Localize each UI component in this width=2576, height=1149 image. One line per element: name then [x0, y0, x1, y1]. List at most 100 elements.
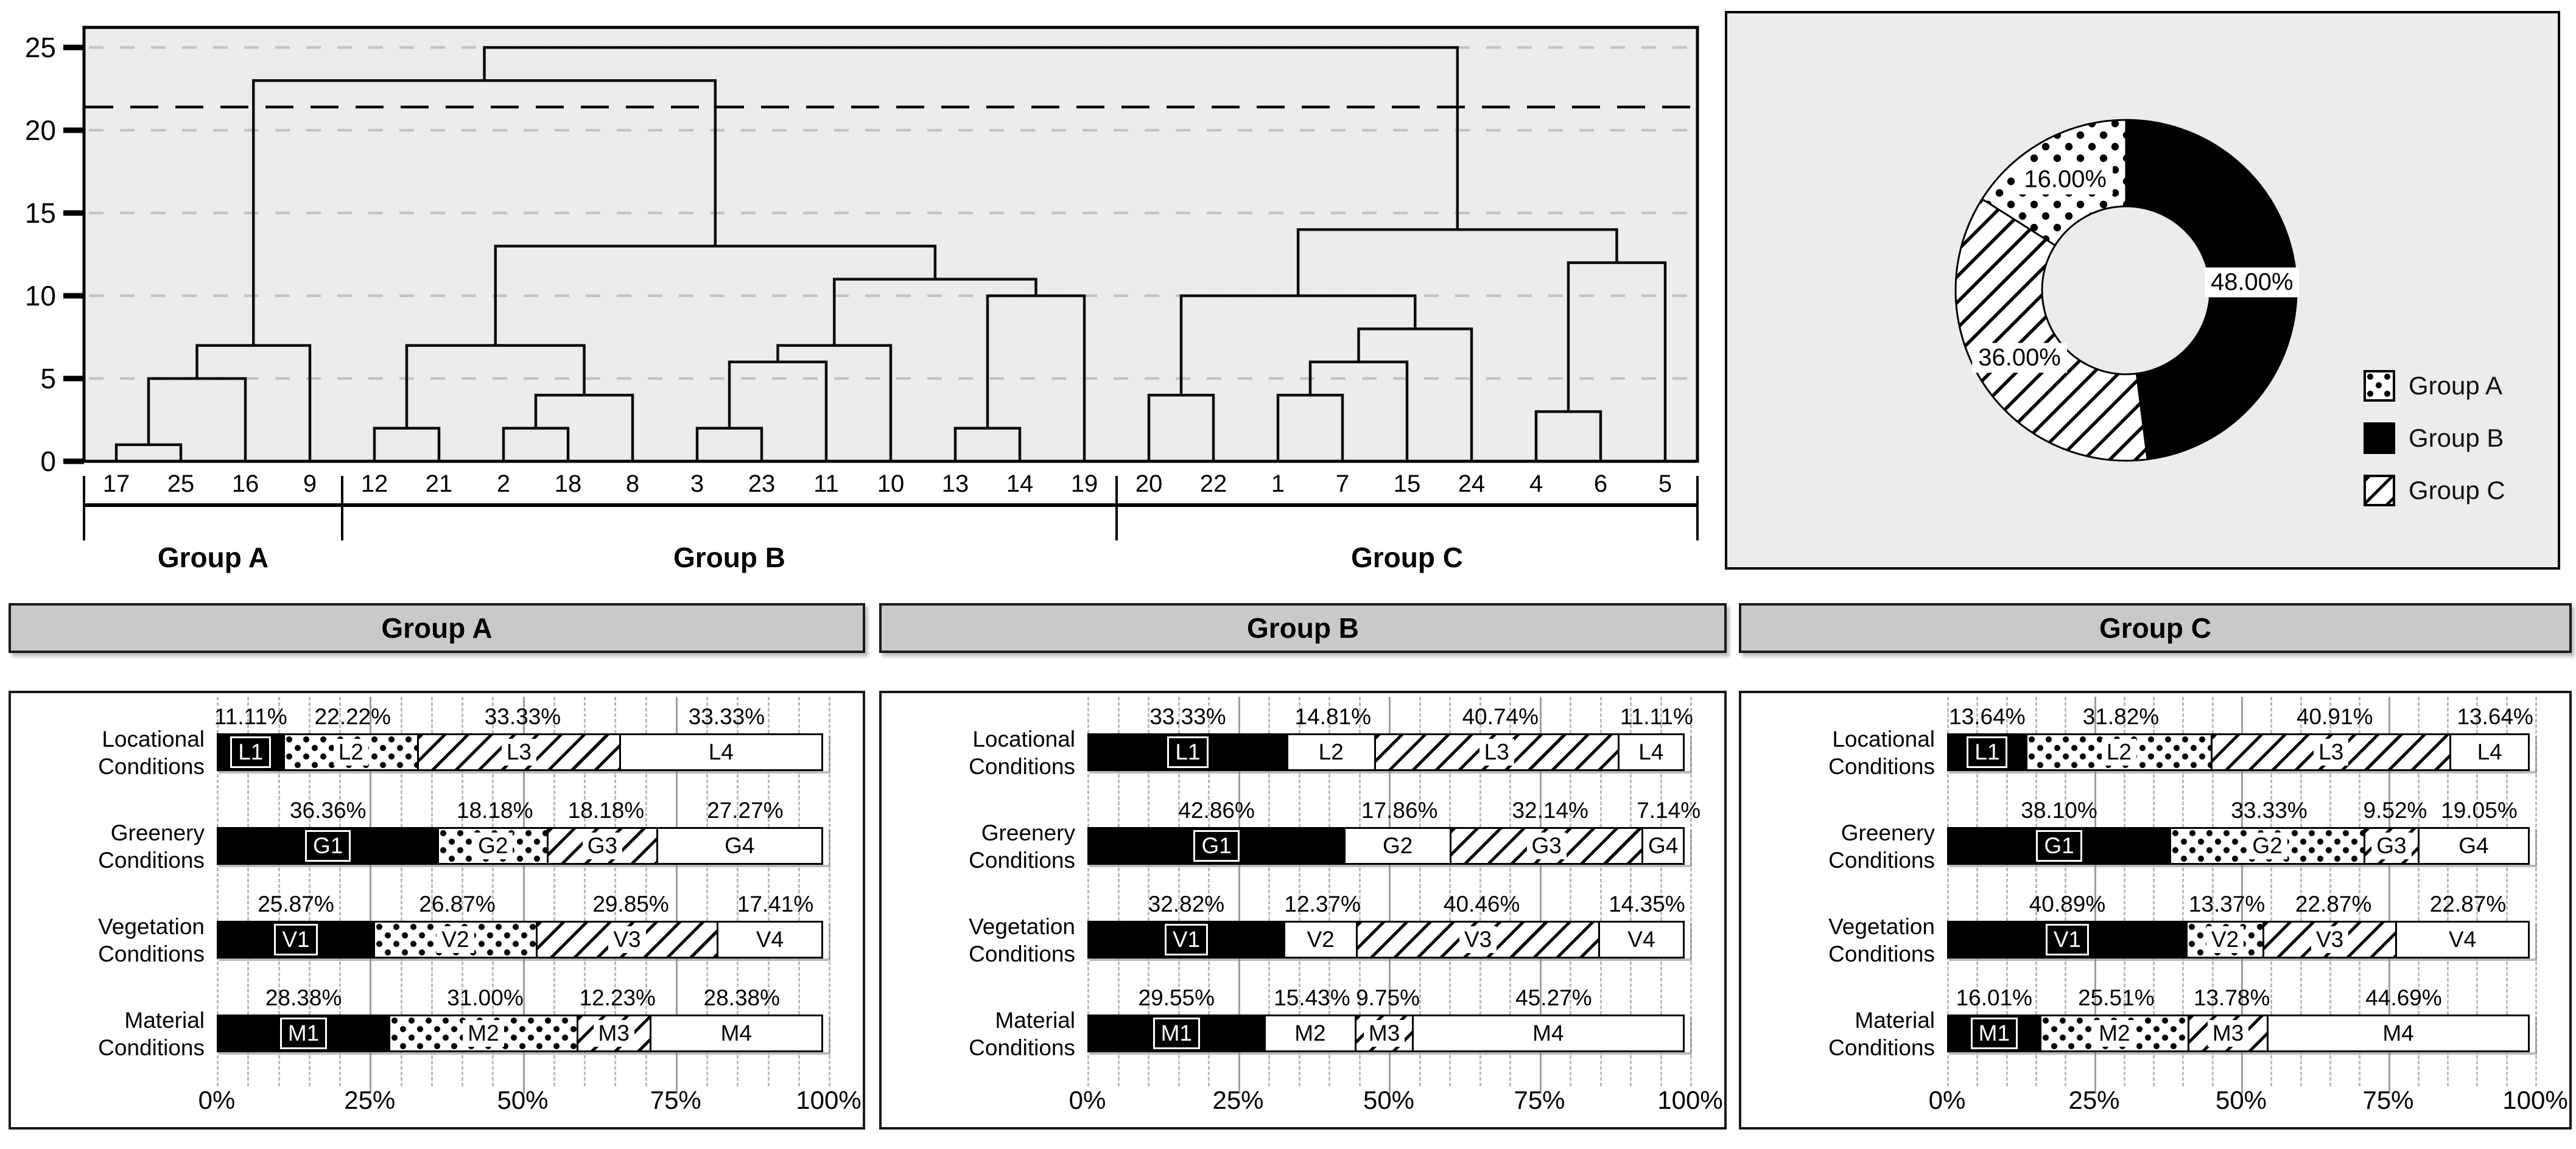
bar-segment-label: L2	[2101, 739, 2137, 766]
category-label: Material Conditions	[11, 1007, 205, 1061]
bar-segment-G1: G1	[217, 827, 440, 865]
category-label-line: Conditions	[98, 754, 205, 779]
bar-segment-percent: 27.27%	[707, 798, 784, 823]
bar-segment-L4: L4	[1617, 733, 1685, 771]
bar-gridline	[1660, 697, 1662, 1086]
bar-segment-label: V3	[608, 926, 646, 953]
group-a-dots-swatch-icon	[2364, 370, 2395, 402]
category-label-line: Locational	[102, 727, 205, 752]
plot-frame	[82, 26, 1699, 463]
bar-segment-label: L3	[501, 739, 536, 766]
bar-segment-G1: G1	[1087, 827, 1346, 865]
bar-segment-label: V4	[1627, 927, 1655, 952]
bar-segment-percent: 22.22%	[314, 704, 391, 729]
bar-segment-percent: 7.14%	[1637, 798, 1701, 823]
bar-segment-label: G3	[582, 833, 623, 859]
y-tick-label: 15	[25, 197, 56, 229]
bar-segment-percent: 40.46%	[1443, 892, 1520, 917]
group-bracket-label: Group B	[673, 542, 785, 573]
bar-gridline	[1479, 697, 1481, 1086]
bar-gridline	[1208, 697, 1210, 1086]
dendrogram-leaf-label: 14	[1006, 470, 1034, 497]
category-label-line: Conditions	[98, 1035, 205, 1060]
bar-segment-label: M2	[2094, 1020, 2135, 1047]
bar-gridline	[522, 697, 525, 1094]
bar-gridline	[370, 697, 372, 1094]
x-axis-tick-label: 50%	[2215, 1086, 2267, 1114]
bar-segment-percent: 33.33%	[688, 704, 765, 729]
bar-segment-label: V4	[756, 927, 784, 952]
x-axis-tick-label: 100%	[2502, 1086, 2568, 1114]
category-label-line: Conditions	[1828, 848, 1935, 873]
bar-gridline	[1148, 697, 1149, 1086]
donut-slice-value-label: 36.00%	[1972, 343, 2067, 373]
bar-segment-label: G1	[305, 830, 351, 862]
bar-segment-V2: V2	[1283, 921, 1358, 959]
category-label-line: Conditions	[969, 754, 1075, 779]
bar-gridline	[2065, 697, 2067, 1086]
bar-segment-percent: 14.81%	[1294, 704, 1372, 729]
bar-segment-V3: V3	[1356, 921, 1600, 959]
bar-gridline	[2211, 697, 2214, 1086]
bar-segment-M2: M2	[1263, 1015, 1357, 1052]
bar-segment-percent: 36.36%	[289, 798, 367, 823]
x-axis-tick-label: 50%	[1363, 1086, 1415, 1114]
dendrogram-leaf-label: 18	[555, 470, 582, 497]
bar-gridline	[2447, 697, 2449, 1086]
bar-segment-percent: 9.52%	[2363, 798, 2427, 823]
bar-segment-label: G2	[2247, 833, 2287, 859]
bar-gridline	[1539, 697, 1542, 1094]
group-b-bar-chart: Locational Conditions L1 L2 L3 L4 33.33% 14.81%…	[879, 691, 1727, 1130]
x-axis-tick-label: 25%	[1212, 1086, 1264, 1114]
bar-segment-label: L2	[1318, 739, 1344, 764]
stacked-bar: V1 V2 V3 V4	[217, 921, 829, 959]
bar-gridline	[2476, 697, 2479, 1086]
category-label: Vegetation Conditions	[1741, 913, 1935, 968]
bar-segment-label: G4	[2458, 833, 2489, 858]
bar-gridline	[614, 697, 617, 1086]
category-label-line: Conditions	[1828, 941, 1935, 966]
bar-gridline	[2329, 697, 2331, 1086]
bar-segment-label: L1	[230, 736, 272, 768]
bar-segment-V3: V3	[2262, 921, 2398, 959]
donut-slice-value-label: 48.00%	[2204, 267, 2300, 298]
bar-segment-percent: 22.87%	[2429, 892, 2507, 917]
dendrogram-leaf-label: 6	[1594, 470, 1607, 497]
bar-segment-label: V1	[274, 924, 318, 955]
bar-gridline	[492, 697, 494, 1086]
x-axis-tick-label: 75%	[1514, 1086, 1565, 1114]
bar-gridline	[2006, 697, 2008, 1086]
group-a-panel-title: Group A	[9, 603, 865, 653]
bar-segment-label: M3	[1363, 1020, 1405, 1047]
dendrogram-panel: 0 5 10 15 20 25 17 25 16 9 12 21 2 18 8 3 23 11 10 13 14 19 20…	[0, 0, 1720, 596]
group-b-solid-swatch-icon	[2364, 422, 2395, 454]
bar-segment-label: V2	[2206, 926, 2244, 953]
bar-segment-label: M4	[720, 1021, 752, 1046]
bar-segment-M3: M3	[1355, 1015, 1414, 1052]
bar-segment-L3: L3	[416, 733, 621, 771]
bar-segment-percent: 17.86%	[1361, 798, 1438, 823]
x-axis-tick-label: 50%	[497, 1086, 549, 1114]
bar-gridline	[400, 697, 402, 1086]
bar-segment-L4: L4	[619, 733, 823, 771]
bar-gridline	[1238, 697, 1240, 1094]
category-label: Greenery Conditions	[1741, 819, 1935, 874]
dendrogram-leaf-label: 12	[361, 470, 388, 497]
donut-slice-value-label: 16.00%	[2018, 164, 2113, 195]
bar-segment-percent: 44.69%	[2365, 985, 2442, 1010]
y-tick-label: 20	[25, 114, 56, 146]
bar-segment-label: M1	[279, 1018, 328, 1049]
category-label-line: Vegetation	[98, 914, 205, 939]
stacked-bar: L1 L2 L3 L4	[217, 733, 829, 771]
bar-segment-label: M4	[2382, 1021, 2414, 1046]
bar-segment-M4: M4	[1411, 1015, 1685, 1052]
bar-segment-percent: 25.51%	[2078, 985, 2155, 1010]
bar-gridline	[217, 697, 219, 1086]
category-label: Vegetation Conditions	[11, 913, 205, 968]
donut-chart-panel: 48.00% 36.00% 16.00% Group A Group B Group…	[1725, 11, 2560, 570]
bar-segment-G3: G3	[1450, 827, 1644, 865]
dendrogram-leaf-label: 15	[1394, 470, 1421, 497]
bar-segment-percent: 29.55%	[1138, 985, 1215, 1010]
bar-segment-L2: L2	[2025, 733, 2213, 771]
